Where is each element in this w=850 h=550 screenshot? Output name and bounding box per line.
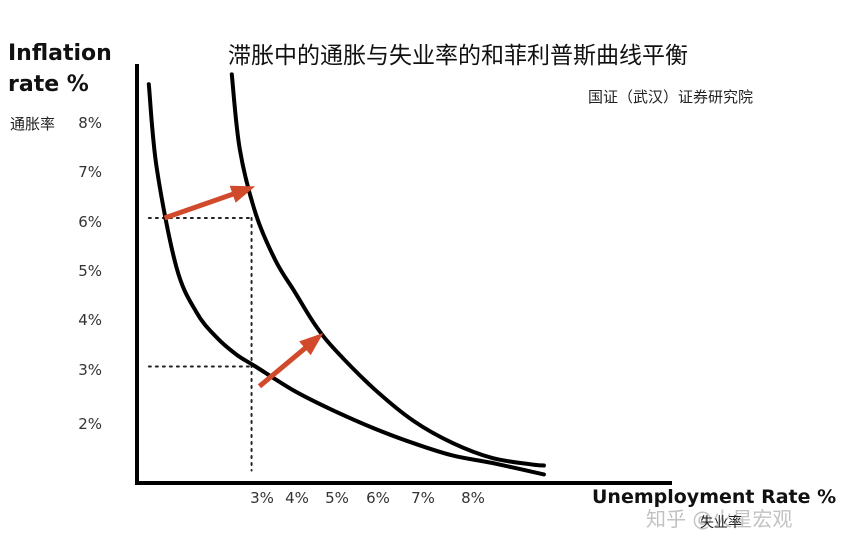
y-tick-label: 4% bbox=[78, 311, 102, 329]
x-tick-label: 8% bbox=[461, 489, 485, 507]
chart-title: 滞胀中的通胀与失业率的和菲利普斯曲线平衡 bbox=[228, 43, 688, 69]
x-tick-label: 5% bbox=[325, 489, 349, 507]
y-axis-label-line-1: Inflation bbox=[8, 41, 112, 66]
y-axis-label-line-2: rate % bbox=[8, 72, 89, 97]
shift-arrow-1 bbox=[163, 185, 256, 221]
shift-arrow-2 bbox=[257, 332, 324, 389]
x-tick-label: 7% bbox=[411, 489, 435, 507]
x-tick-label: 3% bbox=[250, 489, 274, 507]
y-tick-label: 6% bbox=[78, 213, 102, 231]
phillips-curve-1 bbox=[146, 82, 546, 477]
chart-subtitle: 国证（武汉）证券研究院 bbox=[588, 88, 754, 106]
x-axis-label: Unemployment Rate % bbox=[592, 486, 837, 508]
phillips-curve-2 bbox=[229, 72, 546, 468]
x-tick-label: 6% bbox=[366, 489, 390, 507]
y-tick-label: 8% bbox=[78, 114, 102, 132]
watermark: 知乎 @火星宏观 bbox=[646, 507, 793, 531]
y-tick-label: 2% bbox=[78, 415, 102, 433]
y-tick-label: 3% bbox=[78, 361, 102, 379]
x-tick-label: 4% bbox=[285, 489, 309, 507]
y-tick-label: 5% bbox=[78, 262, 102, 280]
y-axis-label-cn: 通胀率 bbox=[10, 115, 56, 133]
y-tick-label: 7% bbox=[78, 163, 102, 181]
x-axis-label-cn: 失业率 bbox=[700, 515, 742, 531]
